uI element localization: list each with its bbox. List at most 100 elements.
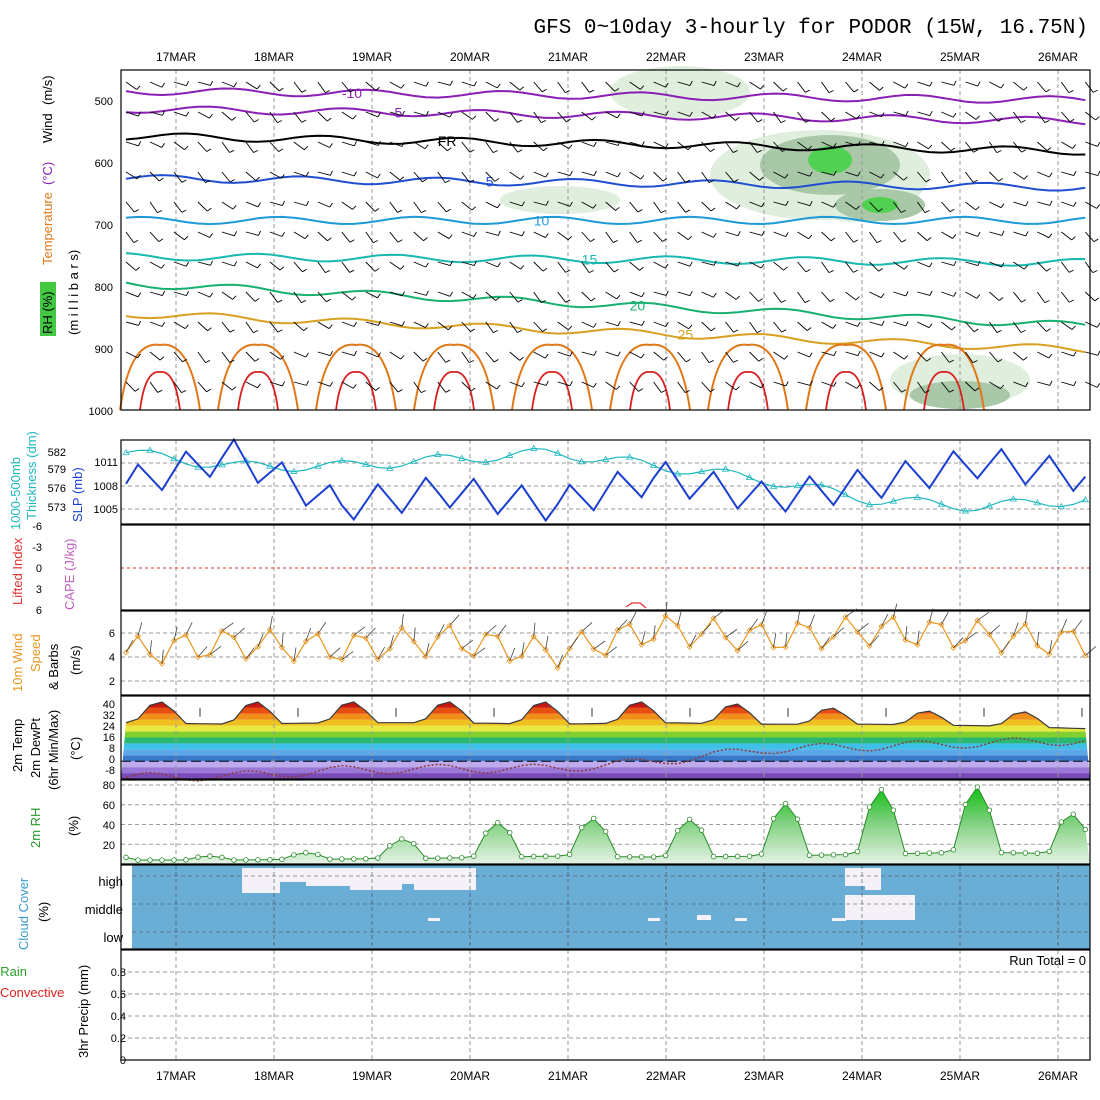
wind-barb-flag: [689, 111, 693, 117]
precip-tick: 0.4: [111, 1011, 126, 1023]
wind-barb: [917, 630, 920, 645]
wind-barb: [509, 201, 523, 207]
slp-label: SLP (mb): [70, 467, 85, 522]
wind-barb: [749, 261, 762, 269]
isotherm-line: [125, 312, 1086, 354]
wind-barb: [821, 321, 834, 329]
wind-barb: [773, 381, 787, 387]
wind-barb-flag: [254, 358, 260, 362]
wind-barb: [557, 201, 571, 207]
hot-contour: [335, 371, 377, 411]
wind-barb-flag: [282, 200, 285, 206]
wind-barb: [749, 321, 758, 333]
wind-barb: [245, 141, 254, 153]
wind-barb-flag: [181, 390, 187, 394]
wind-barb-flag: [949, 208, 955, 213]
wind-barb: [413, 321, 426, 328]
wind-barb-flag: [257, 202, 261, 208]
wind-speed-marker: [326, 654, 333, 661]
wind-barb: [869, 635, 880, 647]
wind-barb-flag: [472, 115, 477, 120]
rh-marker: [447, 855, 453, 861]
pressure-tick: 900: [95, 344, 113, 356]
wind-barb: [221, 231, 235, 237]
wind-barb: [509, 381, 522, 388]
wind-barb: [149, 81, 163, 88]
wind-barb: [269, 231, 283, 237]
wind-barb: [461, 141, 471, 153]
wind-barb: [605, 81, 616, 92]
wind-barb-flag: [349, 239, 355, 243]
wind-speed-marker: [734, 647, 741, 654]
warm-contour: [609, 343, 691, 411]
wind-barb-flag: [593, 141, 597, 147]
temp-tick: 24: [103, 721, 115, 733]
wind-barb: [605, 141, 619, 146]
cloud-block: [865, 868, 881, 890]
wind-barb-flag: [591, 116, 596, 121]
isotherm-line: [125, 174, 1086, 192]
wind-barb-flag: [665, 82, 669, 88]
wind-barb-flag: [1020, 119, 1026, 123]
wind-barb: [293, 381, 307, 386]
wind-barb-flag: [880, 293, 885, 298]
wind-barb: [437, 624, 445, 637]
rh-panel: 80 60 40 20 2m RH (%): [28, 779, 1091, 865]
wind-barb-flag: [449, 112, 453, 118]
wind-barb: [509, 321, 518, 333]
wind-barb: [1012, 321, 1022, 333]
wind-barb: [317, 201, 330, 208]
wind-speed-marker: [554, 664, 561, 671]
wind-speed-marker: [542, 646, 549, 653]
wind-barb-flag: [134, 209, 139, 213]
temp-color-band: [121, 731, 1090, 738]
wind-barb: [317, 291, 327, 303]
pressure-axis: 500 600 700 800 900 1000: [89, 96, 113, 418]
wind-barb: [845, 141, 859, 147]
cloud-level-low: low: [103, 930, 123, 945]
wind-barb-flag: [569, 201, 573, 207]
wind-barb: [905, 626, 908, 641]
temp-color-band: [121, 737, 1090, 744]
wind-barb-flag: [281, 231, 285, 237]
wind-barb-flag: [1046, 267, 1051, 272]
wind-barb: [353, 626, 366, 636]
wind-barb-flag: [374, 208, 380, 212]
pressure-tick: 600: [95, 158, 113, 170]
wind-barb: [509, 231, 523, 237]
cloud-block: [280, 868, 306, 882]
thickness-marker: [362, 460, 370, 467]
wind-barb: [341, 231, 351, 243]
temp-tick: 8: [109, 743, 115, 755]
wind-barb-flag: [568, 144, 573, 149]
wind-barb-flag: [640, 353, 645, 359]
wind-barb: [677, 111, 691, 117]
wind-barb-flag: [1001, 262, 1005, 268]
wind-speed-marker: [830, 633, 837, 640]
wind-barb: [125, 171, 138, 180]
wind-barb: [221, 291, 233, 300]
wind-barb-flag: [377, 173, 381, 179]
rh-2m-label: 2m RH: [28, 808, 43, 848]
rh-marker: [219, 854, 225, 861]
wind-barb-flag: [373, 240, 378, 244]
isotherm-label: -10: [342, 85, 362, 101]
wind-barb-flag: [329, 381, 333, 387]
wind-barb-flag: [351, 296, 357, 301]
wind-barb: [341, 351, 355, 356]
wind-barb: [917, 141, 929, 150]
wind-barb: [197, 171, 206, 183]
wind-barb: [1012, 111, 1022, 123]
wind-barb: [677, 351, 687, 363]
rh-marker: [818, 852, 825, 858]
wind-barb: [917, 291, 931, 296]
wind-barb-flag: [303, 145, 309, 151]
wind-barb: [221, 201, 234, 210]
wind-barb: [761, 611, 767, 625]
rh-marker: [159, 857, 165, 863]
isotherm-line: [125, 87, 1086, 104]
wind-barb: [365, 81, 376, 91]
wind-barb-flag: [136, 174, 141, 180]
wind-barb: [341, 141, 355, 147]
wind-barb-flag: [925, 178, 931, 183]
